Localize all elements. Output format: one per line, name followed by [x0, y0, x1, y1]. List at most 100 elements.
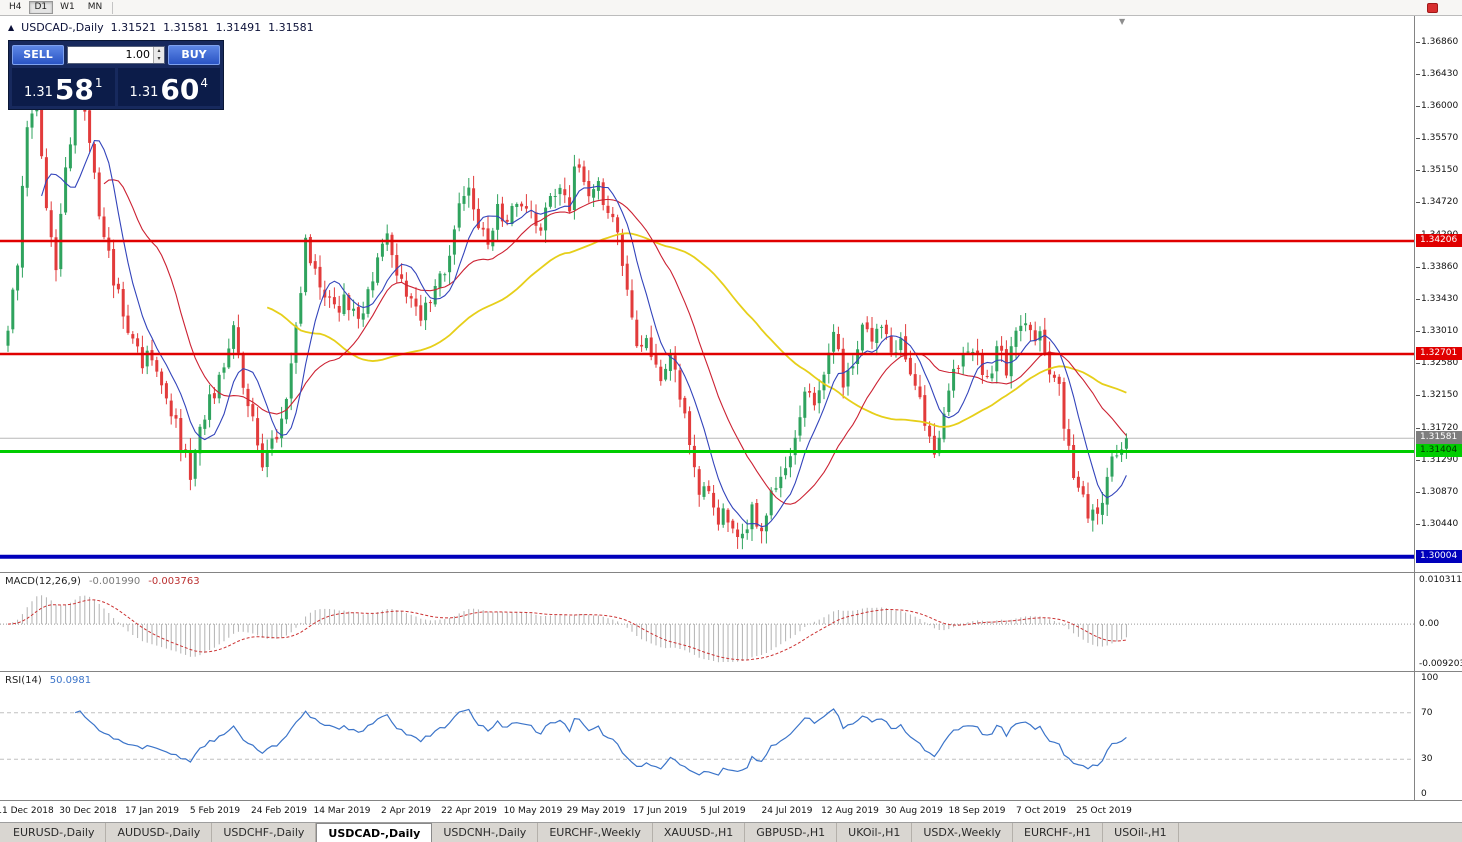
lot-size-spinner: ▴ ▾ — [153, 46, 164, 63]
price-level-label-current-price: 1.31581 — [1416, 431, 1462, 444]
price-tick-label: 1.32150 — [1421, 390, 1459, 400]
time-axis-label: 7 Oct 2019 — [1016, 806, 1066, 816]
macd-indicator-chart[interactable] — [0, 573, 1414, 671]
price-level-label-resistance-lower: 1.32701 — [1416, 347, 1462, 360]
time-axis-label: 5 Feb 2019 — [189, 806, 241, 816]
timeframe-button-d1[interactable]: D1 — [28, 1, 54, 14]
macd-scale-label: -0.009203 — [1419, 659, 1462, 669]
chart-tab-usoil-h1[interactable]: USOil-,H1 — [1103, 823, 1179, 842]
ohlc-low-value: 1.31491 — [215, 21, 262, 34]
rsi-indicator-chart[interactable] — [0, 672, 1414, 800]
price-tick-mark — [1416, 363, 1420, 364]
macd-scale[interactable]: 0.010311 0.00 -0.009203 — [1415, 573, 1462, 671]
time-axis[interactable]: 11 Dec 2018 30 Dec 2018 17 Jan 2019 5 Feb 2… — [0, 800, 1462, 822]
price-level-label-support-green: 1.31404 — [1416, 444, 1462, 457]
chart-tab-usdchf-daily[interactable]: USDCHF-,Daily — [212, 823, 317, 842]
timeframe-button-mn[interactable]: MN — [82, 1, 109, 14]
rsi-label: RSI(14) 50.0981 — [5, 675, 91, 686]
time-axis-label: 11 Dec 2018 — [0, 806, 54, 816]
price-tick-mark — [1416, 395, 1420, 396]
price-tick-mark — [1416, 42, 1420, 43]
price-tick-label: 1.36860 — [1421, 37, 1459, 47]
time-axis-label: 29 May 2019 — [566, 806, 626, 816]
price-tick-label: 1.31720 — [1421, 423, 1459, 433]
timeframe-button-w1[interactable]: W1 — [54, 1, 81, 14]
price-tick-mark — [1416, 170, 1420, 171]
lot-size-field[interactable]: 1.00 ▴ ▾ — [67, 45, 165, 64]
chart-tab-eurusd-daily[interactable]: EURUSD-,Daily — [2, 823, 107, 842]
price-tick-mark — [1416, 492, 1420, 493]
chart-ohlc-header: ▲ USDCAD-,Daily 1.31521 1.31581 1.31491 … — [8, 21, 314, 34]
buy-button[interactable]: BUY — [168, 44, 220, 65]
chart-tab-xauusd-h1[interactable]: XAUUSD-,H1 — [653, 823, 746, 842]
price-level-label-support-blue: 1.30004 — [1416, 550, 1462, 563]
time-axis-label: 17 Jan 2019 — [125, 806, 179, 816]
macd-panel-divider[interactable] — [0, 572, 1462, 573]
time-axis-label: 14 Mar 2019 — [313, 806, 371, 816]
timeframe-toolbar: H4 D1 W1 MN — [0, 0, 1462, 16]
rsi-scale-label: 100 — [1421, 673, 1439, 683]
chart-tabs-bar: EURUSD-,Daily AUDUSD-,Daily USDCHF-,Daily U… — [0, 822, 1462, 842]
bid-price-prefix: 1.31 — [23, 85, 53, 100]
lot-decrease-button[interactable]: ▾ — [154, 54, 164, 63]
price-tick-mark — [1416, 202, 1420, 203]
one-click-trading-panel: SELL 1.00 ▴ ▾ BUY 1.31 58 1 1.31 60 4 — [8, 40, 224, 110]
lot-increase-button[interactable]: ▴ — [154, 46, 164, 55]
ask-price-pip-digit: 4 — [200, 76, 209, 90]
chart-symbol-label: USDCAD-,Daily — [21, 21, 104, 34]
price-scale[interactable]: 1.36860 1.36430 1.36000 1.35570 1.35150 1.347… — [1414, 16, 1462, 800]
collapse-arrow-icon[interactable]: ▲ — [8, 23, 15, 32]
chart-tab-usdcad-daily[interactable]: USDCAD-,Daily — [316, 823, 433, 842]
price-scale-main[interactable]: 1.36860 1.36430 1.36000 1.35570 1.35150 1.347… — [1415, 16, 1462, 572]
chart-tab-eurchf-weekly[interactable]: EURCHF-,Weekly — [538, 823, 653, 842]
chart-tab-usdx-weekly[interactable]: USDX-,Weekly — [912, 823, 1014, 842]
price-tick-mark — [1416, 428, 1420, 429]
price-tick-mark — [1416, 267, 1420, 268]
price-tick-label: 1.32580 — [1421, 358, 1459, 368]
macd-scale-label: 0.010311 — [1419, 575, 1462, 585]
ohlc-open-value: 1.31521 — [110, 21, 157, 34]
lot-size-value[interactable]: 1.00 — [125, 48, 151, 61]
sell-button[interactable]: SELL — [12, 44, 64, 65]
time-axis-label: 25 Oct 2019 — [1076, 806, 1132, 816]
chart-tab-ukoil-h1[interactable]: UKOil-,H1 — [837, 823, 913, 842]
price-tick-label: 1.30440 — [1421, 519, 1459, 529]
rsi-scale-label: 30 — [1421, 754, 1433, 764]
price-tick-label: 1.33860 — [1421, 262, 1459, 272]
chart-tab-usdcnh-daily[interactable]: USDCNH-,Daily — [432, 823, 539, 842]
chart-tab-gbpusd-h1[interactable]: GBPUSD-,H1 — [745, 823, 838, 842]
macd-signal-value: -0.003763 — [148, 576, 200, 587]
price-tick-mark — [1416, 138, 1420, 139]
price-tick-label: 1.33010 — [1421, 326, 1459, 336]
price-tick-mark — [1416, 106, 1420, 107]
price-tick-label: 1.34720 — [1421, 197, 1459, 207]
time-axis-label: 17 Jun 2019 — [632, 806, 688, 816]
alert-icon[interactable] — [1427, 2, 1438, 13]
bid-price-pip-digit: 1 — [94, 76, 103, 90]
timeframe-button-h4[interactable]: H4 — [3, 1, 28, 14]
time-axis-label: 30 Aug 2019 — [885, 806, 943, 816]
bid-price-display[interactable]: 1.31 58 1 — [12, 68, 115, 106]
price-tick-label: 1.35570 — [1421, 133, 1459, 143]
macd-label: MACD(12,26,9) -0.001990 -0.003763 — [5, 576, 200, 587]
rsi-name: RSI(14) — [5, 675, 42, 686]
ask-price-display[interactable]: 1.31 60 4 — [117, 68, 220, 106]
rsi-scale[interactable]: 100 70 30 0 — [1415, 672, 1462, 800]
time-axis-label: 22 Apr 2019 — [441, 806, 497, 816]
time-axis-label: 5 Jul 2019 — [700, 806, 746, 816]
ask-price-prefix: 1.31 — [129, 85, 159, 100]
price-tick-mark — [1416, 74, 1420, 75]
time-axis-label: 2 Apr 2019 — [381, 806, 431, 816]
time-axis-label: 18 Sep 2019 — [948, 806, 1006, 816]
time-axis-label: 24 Feb 2019 — [250, 806, 308, 816]
bid-price-big-digits: 58 — [54, 73, 94, 106]
time-axis-label: 24 Jul 2019 — [761, 806, 813, 816]
chart-tab-audusd-daily[interactable]: AUDUSD-,Daily — [106, 823, 213, 842]
rsi-panel-divider[interactable] — [0, 671, 1462, 672]
price-tick-label: 1.31290 — [1421, 455, 1459, 465]
chart-shift-marker-icon: ▼ — [1119, 17, 1126, 26]
price-tick-label: 1.36000 — [1421, 101, 1459, 111]
chart-tab-eurchf-h1[interactable]: EURCHF-,H1 — [1013, 823, 1104, 842]
ask-price-big-digits: 60 — [160, 73, 200, 106]
